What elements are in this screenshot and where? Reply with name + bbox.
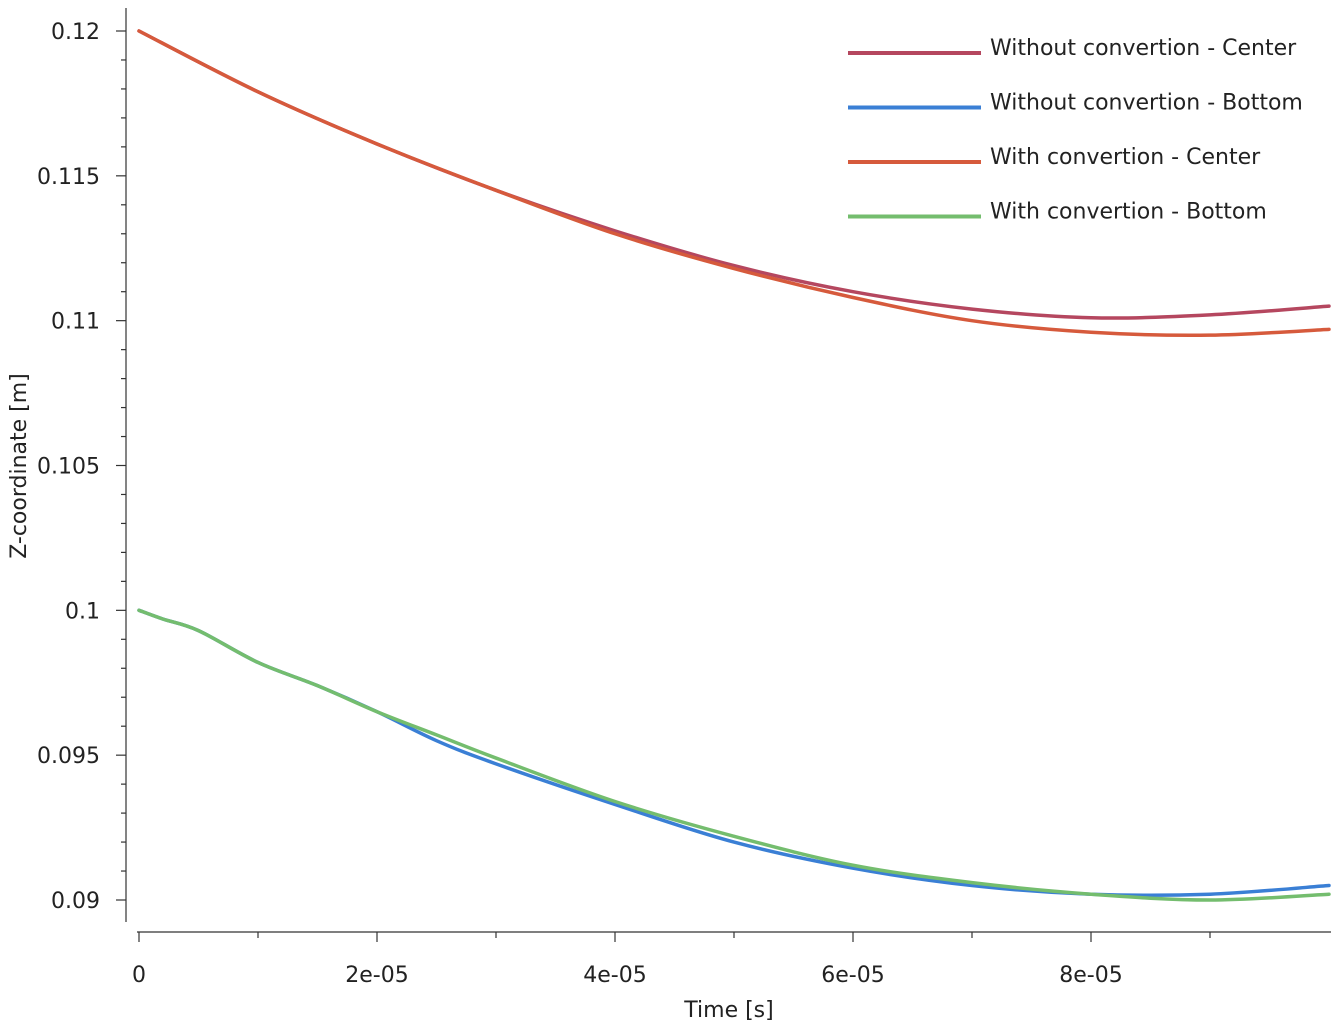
plot-lines [137,29,1331,902]
legend-label: Without convertion - Bottom [990,91,1303,116]
legend-label: With convertion - Bottom [990,200,1267,225]
x-axis-title: Time [s] [683,998,773,1023]
y-axis: 0.09 0.095 0.1 0.105 0.11 0.115 0.12 [37,8,127,922]
y-tick-label: 0.1 [65,599,100,624]
x-tick-label: 4e-05 [583,963,646,988]
series-line-3 [137,29,1331,338]
series-line-4 [137,608,1331,902]
y-tick-label: 0.115 [37,165,100,190]
legend: Without convertion - Center Without conve… [848,36,1303,225]
x-tick-label: 6e-05 [821,963,884,988]
y-tick-label: 0.12 [51,20,100,45]
legend-label: Without convertion - Center [990,36,1297,61]
y-axis-title: Z-coordinate [m] [7,373,32,559]
x-tick-label: 8e-05 [1059,963,1122,988]
y-tick-label: 0.105 [37,455,100,480]
series-line-2 [137,608,1331,898]
x-tick-label: 0 [132,963,146,988]
legend-label: With convertion - Center [990,145,1261,170]
x-tick-label: 2e-05 [345,963,408,988]
series-line-1 [137,29,1331,320]
x-axis: 0 2e-05 4e-05 6e-05 8e-05 [132,931,1331,988]
y-tick-label: 0.095 [37,744,100,769]
y-tick-label: 0.09 [51,889,100,914]
y-tick-label: 0.11 [51,310,100,335]
